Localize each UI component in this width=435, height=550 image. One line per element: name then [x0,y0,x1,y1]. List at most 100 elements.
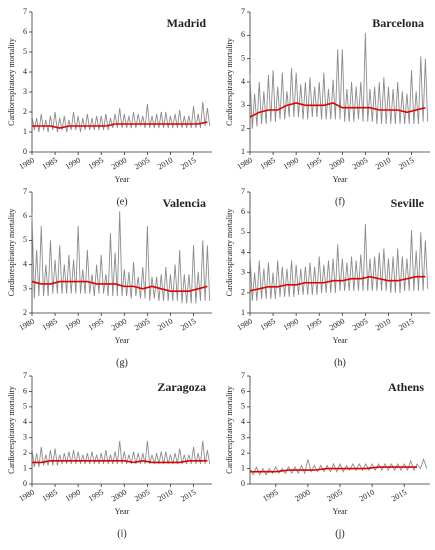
x-tick-label: 2010 [374,317,392,333]
y-tick-label: 5 [23,235,27,244]
x-axis-label: Year [115,175,130,184]
x-axis-label: Year [115,336,130,345]
x-tick-label: 1980 [18,156,36,172]
x-axis-label: Year [333,507,348,516]
y-tick-label: 4 [241,417,245,426]
y-axis-label: Cardiorespiratory mortality [7,386,16,474]
y-axis-label: Cardiorespiratory mortality [225,386,234,474]
series-line [31,440,211,468]
y-tick-label: 6 [241,386,245,395]
x-tick-label: 1980 [18,317,36,333]
x-tick-label: 2005 [326,488,344,504]
y-axis-label: Cardiorespiratory mortality [7,209,16,297]
y-tick-label: 6 [241,30,245,39]
x-tick-label: 2005 [133,488,151,504]
y-tick-label: 3 [23,284,27,293]
series-line [249,275,426,292]
x-tick-label: 1985 [41,317,59,333]
series-line [31,211,211,304]
y-tick-label: 0 [23,147,27,156]
panel-label: (g) [116,357,128,368]
x-tick-label: 1990 [282,156,300,172]
panel-title: Seville [391,196,425,210]
y-tick-label: 0 [23,479,27,488]
x-tick-label: 1990 [282,317,300,333]
y-tick-label: 6 [23,27,27,36]
y-tick-label: 4 [241,77,245,86]
x-tick-label: 2000 [328,156,346,172]
y-tick-label: 3 [241,433,245,442]
y-tick-label: 7 [23,7,27,16]
x-tick-label: 2005 [133,156,151,172]
series-line [32,460,208,464]
x-tick-label: 2000 [110,317,128,333]
y-tick-label: 6 [23,211,27,220]
x-tick-label: 1980 [236,317,254,333]
x-tick-label: 1995 [87,317,105,333]
x-tick-label: 2015 [397,317,415,333]
x-tick-label: 1985 [41,156,59,172]
x-tick-label: 1980 [18,488,36,504]
panel-title: Madrid [167,16,207,30]
y-tick-label: 3 [23,87,27,96]
y-tick-label: 2 [241,123,245,132]
y-tick-label: 5 [241,402,245,411]
series-line [249,102,426,118]
y-axis-label: Cardiorespiratory mortality [225,38,234,126]
x-tick-label: 1995 [87,488,105,504]
panel-title: Athens [388,380,424,394]
series-line [31,280,208,293]
y-tick-label: 6 [23,386,27,395]
x-tick-label: 2000 [110,488,128,504]
panel-label: (e) [116,196,127,207]
y-tick-label: 7 [23,187,27,196]
x-axis-label: Year [333,336,348,345]
x-tick-label: 2015 [390,488,408,504]
y-tick-label: 4 [241,247,245,256]
y-tick-label: 2 [241,448,245,457]
y-tick-label: 3 [23,433,27,442]
x-tick-label: 1995 [305,317,323,333]
y-tick-label: 7 [241,187,245,196]
x-tick-label: 1985 [259,156,277,172]
x-tick-label: 2015 [179,317,197,333]
x-tick-label: 2005 [351,317,369,333]
y-tick-label: 5 [23,47,27,56]
y-tick-label: 5 [241,227,245,236]
x-tick-label: 1995 [305,156,323,172]
y-tick-label: 1 [241,463,245,472]
x-tick-label: 1995 [261,488,279,504]
series-line [249,224,429,301]
y-tick-label: 1 [23,127,27,136]
x-tick-label: 1985 [259,317,277,333]
x-tick-label: 2010 [156,317,174,333]
panel-label: (i) [117,528,126,539]
panel-title: Valencia [162,196,206,210]
y-tick-label: 3 [241,100,245,109]
y-tick-label: 2 [23,107,27,116]
y-tick-label: 2 [23,448,27,457]
panel-label: (j) [335,528,344,539]
y-tick-label: 3 [241,267,245,276]
y-tick-label: 1 [241,308,245,317]
panel-label: (h) [334,357,346,368]
y-tick-label: 4 [23,67,27,76]
x-axis-label: Year [333,175,348,184]
x-axis-label: Year [115,507,130,516]
y-tick-label: 4 [23,259,27,268]
x-tick-label: 2005 [133,317,151,333]
x-tick-label: 2015 [397,156,415,172]
y-tick-label: 5 [23,402,27,411]
series-line [249,32,429,129]
y-axis-label: Cardiorespiratory mortality [225,209,234,297]
series-line [250,466,418,473]
series-line [32,121,208,129]
y-tick-label: 0 [241,479,245,488]
y-tick-label: 6 [241,207,245,216]
y-axis-label: Cardiorespiratory mortality [7,38,16,126]
x-tick-label: 2010 [156,488,174,504]
x-tick-label: 1995 [87,156,105,172]
y-tick-label: 4 [23,417,27,426]
y-tick-label: 1 [23,463,27,472]
